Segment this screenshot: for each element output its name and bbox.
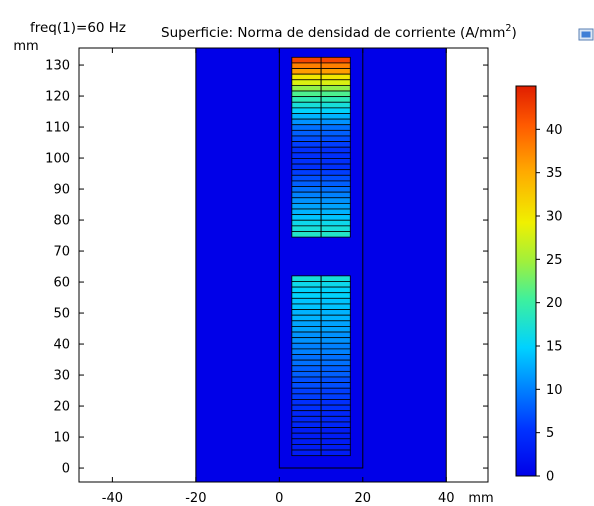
core-outline: [278, 48, 364, 469]
y-tick-label: 30: [53, 369, 70, 384]
colorbar-ticks: 0 5 10 15 20 25 30 35 40: [536, 123, 563, 485]
x-tick-label: -40: [102, 491, 123, 506]
y-tick-label: 70: [53, 245, 70, 260]
geometry-outlines: [195, 48, 447, 482]
winding-layers: [291, 56, 351, 457]
colorbar-tick-label: 20: [546, 296, 563, 311]
colorbar-tick-label: 0: [546, 470, 554, 485]
colorbar-tick-label: 40: [546, 123, 563, 138]
colorbar-tick-label: 5: [546, 426, 554, 441]
colorbar: [515, 85, 537, 477]
x-tick-label: 0: [275, 491, 283, 506]
y-tick-label: 20: [53, 400, 70, 415]
y-tick-label: 0: [62, 462, 70, 477]
plot-title-text: Superficie: Norma de densidad de corrien…: [161, 25, 505, 41]
x-tick-label: -20: [185, 491, 206, 506]
colorbar-tick-label: 35: [546, 166, 563, 181]
plot-frame: [78, 47, 489, 483]
y-tick-label: 100: [45, 152, 70, 167]
export-image-icon[interactable]: [578, 28, 594, 41]
y-tick-label: 40: [53, 338, 70, 353]
y-tick-label: 60: [53, 276, 70, 291]
axes: -40 -20 0 20 40 0 10 20 30 40 50 60 70 80 90 100 110 120 1…: [13, 39, 493, 506]
y-tick-label: 90: [53, 183, 70, 198]
colorbar-tick-label: 25: [546, 253, 563, 268]
plot-title-close: ): [511, 25, 516, 41]
colorbar-tick-label: 10: [546, 383, 563, 398]
y-tick-label: 80: [53, 214, 70, 229]
colorbar-tick-label: 30: [546, 210, 563, 225]
y-tick-label: 120: [45, 90, 70, 105]
y-tick-label: 50: [53, 307, 70, 322]
y-tick-label: 130: [45, 59, 70, 74]
parameter-label: freq(1)=60 Hz: [30, 20, 126, 36]
y-axis-label: mm: [13, 39, 38, 54]
x-axis-label: mm: [468, 491, 493, 506]
y-tick-label: 10: [53, 431, 70, 446]
x-tick-label: 40: [438, 491, 455, 506]
x-tick-label: 20: [355, 491, 372, 506]
plot-title: Superficie: Norma de densidad de corrien…: [161, 23, 517, 41]
y-tick-label: 110: [45, 121, 70, 136]
plot-title-superscript: 2: [505, 23, 511, 34]
colorbar-tick-label: 15: [546, 340, 563, 355]
